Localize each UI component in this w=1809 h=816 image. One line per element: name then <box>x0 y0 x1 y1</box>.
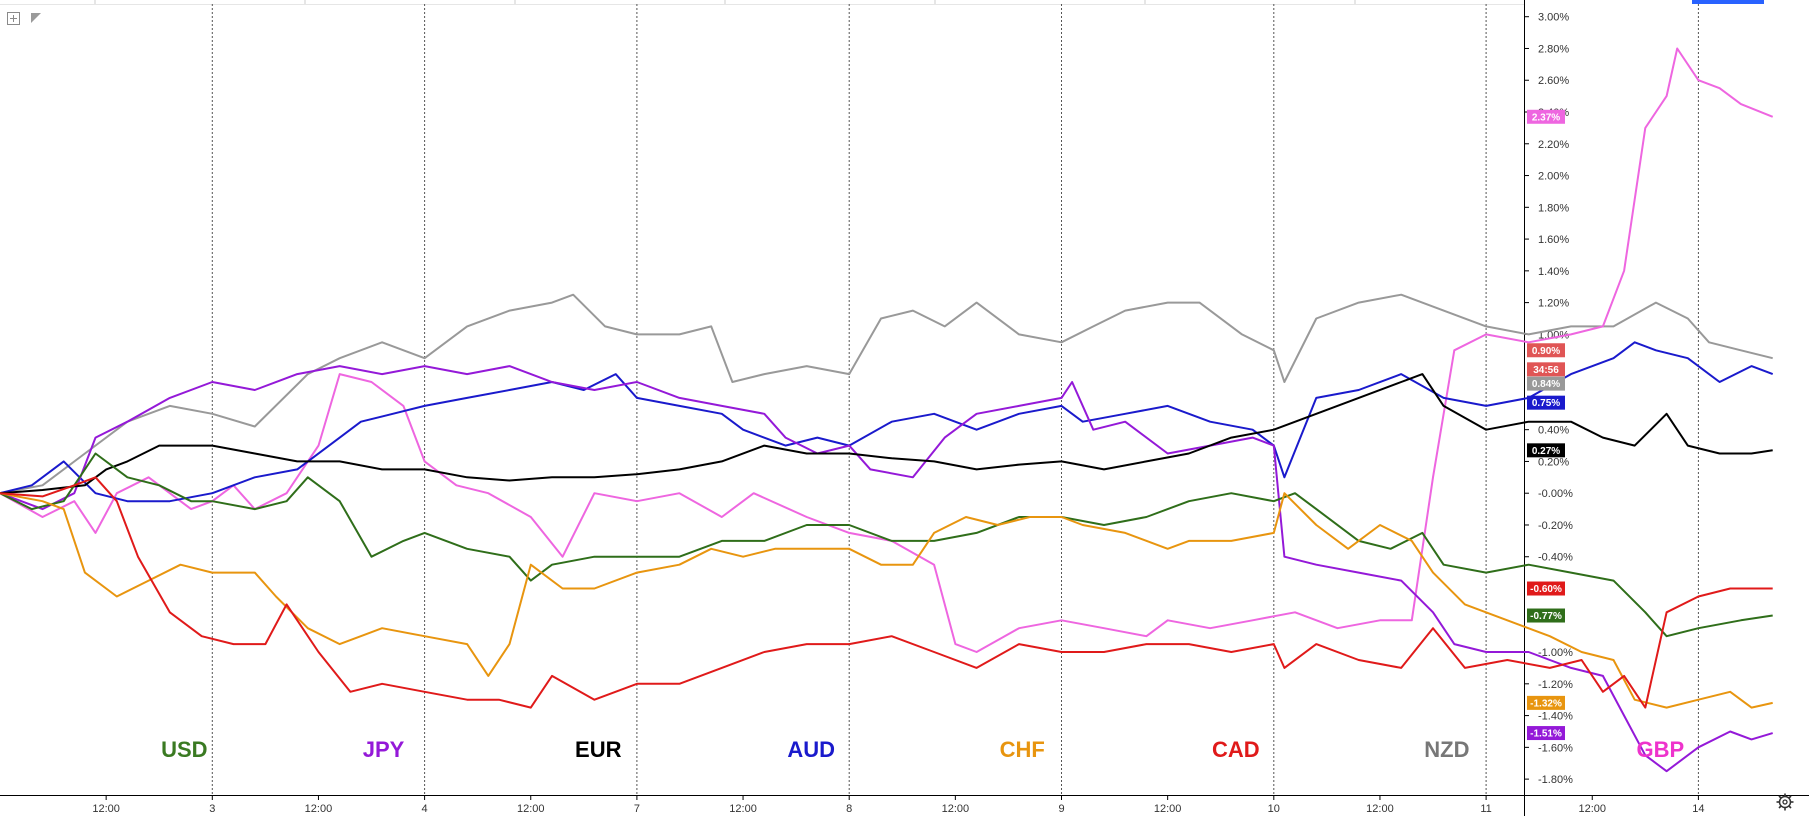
badge-background <box>1527 443 1565 458</box>
x-tick-label: 12:00 <box>1578 803 1606 815</box>
x-tick-label: 4 <box>422 803 428 815</box>
y-tick-label: -0.40% <box>1538 552 1573 564</box>
x-tick-label: 12:00 <box>517 803 545 815</box>
x-tick-label: 11 <box>1480 803 1491 815</box>
y-tick-label: -0.20% <box>1538 520 1573 532</box>
series-line-cad <box>0 476 1773 709</box>
y-tick-label: 1.60% <box>1538 234 1569 246</box>
x-tick-label: 12:00 <box>92 803 120 815</box>
y-tick-label: -1.60% <box>1538 742 1573 754</box>
legend-label-gbp: GBP <box>1637 737 1685 762</box>
x-tick-label: 12:00 <box>729 803 757 815</box>
badge-background <box>1527 608 1565 623</box>
x-tick-label: 8 <box>846 803 852 815</box>
collapse-icon[interactable] <box>29 12 42 25</box>
last-value-badge: 0.27% <box>1527 443 1565 458</box>
last-value-badge: 0.75% <box>1527 395 1565 410</box>
x-tick-label: 7 <box>634 803 640 815</box>
y-tick-label: 2.60% <box>1538 75 1569 87</box>
last-value-badge: 34:56 <box>1527 362 1565 377</box>
settings-gear-icon[interactable] <box>1776 793 1794 811</box>
badge-value: 0.84% <box>1532 379 1560 390</box>
x-tick-label: 12:00 <box>942 803 970 815</box>
series-line-jpy <box>0 365 1773 773</box>
last-value-badge: 0.90% <box>1527 343 1565 358</box>
legend-label-nzd: NZD <box>1424 737 1469 762</box>
last-value-badge: -1.32% <box>1527 695 1565 710</box>
series-line-aud <box>0 341 1774 503</box>
legend-label-usd: USD <box>161 737 207 762</box>
badge-background <box>1527 395 1565 410</box>
badge-value: -1.32% <box>1530 698 1562 709</box>
y-tick-label: 2.80% <box>1538 43 1569 55</box>
last-value-badge: 0.84% <box>1527 376 1565 391</box>
series-line-eur <box>0 373 1773 495</box>
series-line-chf <box>0 492 1773 709</box>
legend-label-eur: EUR <box>575 737 622 762</box>
add-chart-icon[interactable] <box>7 12 20 25</box>
badge-background <box>1527 362 1565 377</box>
y-tick-label: 1.20% <box>1538 298 1569 310</box>
badge-value: 0.90% <box>1532 346 1560 357</box>
last-value-badge: -1.51% <box>1527 726 1565 741</box>
last-value-badge: -0.60% <box>1527 581 1565 596</box>
series-line-gbp <box>0 47 1774 653</box>
badge-value: -0.60% <box>1530 584 1562 595</box>
top-accent-bar <box>1692 0 1764 4</box>
badge-value: 0.27% <box>1532 446 1560 457</box>
y-tick-label: -1.00% <box>1538 647 1573 659</box>
series-line-nzd <box>0 293 1773 495</box>
legend-label-chf: CHF <box>1000 737 1045 762</box>
x-tick-label: 10 <box>1268 803 1280 815</box>
badge-value: -0.77% <box>1530 611 1562 622</box>
y-tick-label: 0.20% <box>1538 456 1569 468</box>
legend-label-aud: AUD <box>787 737 835 762</box>
legend-label-cad: CAD <box>1212 737 1260 762</box>
y-tick-label: -0.00% <box>1538 488 1573 500</box>
badge-background <box>1527 695 1565 710</box>
x-tick-label: 3 <box>209 803 215 815</box>
y-tick-label: -1.20% <box>1538 679 1573 691</box>
badge-value: 2.37% <box>1532 112 1560 123</box>
badge-value: 34:56 <box>1533 365 1559 376</box>
y-tick-label: -1.80% <box>1538 774 1573 786</box>
y-tick-label: 2.20% <box>1538 139 1569 151</box>
y-tick-label: -1.40% <box>1538 711 1573 723</box>
y-tick-label: 1.80% <box>1538 202 1569 214</box>
legend-label-jpy: JPY <box>363 737 405 762</box>
y-tick-label: 1.40% <box>1538 266 1569 278</box>
badge-value: -1.51% <box>1530 729 1562 740</box>
badge-background <box>1527 581 1565 596</box>
badge-background <box>1527 343 1565 358</box>
badge-background <box>1527 109 1565 124</box>
badge-background <box>1527 376 1565 391</box>
x-tick-label: 9 <box>1058 803 1064 815</box>
x-tick-label: 12:00 <box>1366 803 1394 815</box>
y-tick-label: 2.00% <box>1538 171 1569 183</box>
badge-background <box>1527 726 1565 741</box>
badge-value: 0.75% <box>1532 398 1560 409</box>
x-tick-label: 14 <box>1692 803 1704 815</box>
x-tick-label: 12:00 <box>305 803 333 815</box>
last-value-badge: -0.77% <box>1527 608 1565 623</box>
y-tick-label: 3.00% <box>1538 12 1569 24</box>
last-value-badge: 2.37% <box>1527 109 1565 124</box>
series-line-usd <box>0 452 1773 638</box>
x-tick-label: 12:00 <box>1154 803 1182 815</box>
y-tick-label: 0.40% <box>1538 425 1569 437</box>
